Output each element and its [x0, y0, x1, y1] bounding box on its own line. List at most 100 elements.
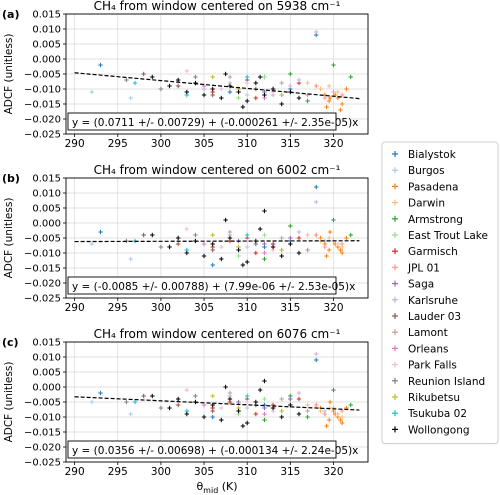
- data-point-bialystok: [210, 262, 215, 268]
- data-point-park-falls: [184, 226, 189, 232]
- data-point-jpl-01: [322, 95, 328, 101]
- fit-equation-text: y = (0.0711 +/- 0.00729) + (-0.000261 +/…: [72, 117, 358, 129]
- data-point-wollongong: [279, 253, 284, 259]
- legend-label: Garmisch: [408, 246, 458, 258]
- data-point-rikubetsu: [279, 408, 284, 414]
- data-point-burgos: [89, 241, 95, 247]
- data-point-wollongong: [219, 256, 224, 262]
- y-tick-label: −0.025: [24, 458, 61, 469]
- legend-item: Saga: [392, 279, 434, 291]
- data-point-wollongong: [219, 417, 224, 423]
- legend-label: Rikubetsu: [408, 392, 460, 404]
- y-tick-label: −0.015: [24, 264, 61, 275]
- panel-label: (b): [2, 172, 20, 185]
- data-point-darwin: [305, 80, 310, 86]
- data-point-jpl-01: [339, 92, 345, 98]
- data-point-lamont: [279, 80, 284, 86]
- fit-equation: y = (0.0711 +/- 0.00729) + (-0.000261 +/…: [67, 112, 358, 131]
- data-point-rikubetsu: [210, 232, 215, 238]
- legend-label: Karlsruhe: [408, 295, 458, 307]
- data-point-wollongong: [201, 414, 207, 420]
- data-point-lauder-03: [175, 241, 181, 247]
- data-point-pasadena: [338, 417, 343, 423]
- data-point-wollongong: [288, 402, 293, 408]
- panel-1: 290 295 300 305 310 315 320 0.015 0.010 0.005 0.00…: [2, 0, 369, 150]
- x-axis-label: θmid (K): [196, 480, 237, 495]
- x-tick-label: 320: [323, 138, 343, 150]
- data-point-armstrong: [348, 232, 353, 238]
- data-point-wollongong: [240, 262, 246, 268]
- x-tick-label: 315: [280, 138, 300, 150]
- data-point-karlsruhe: [296, 390, 302, 396]
- data-point-reunion-island: [158, 405, 164, 411]
- legend-label: Park Falls: [408, 360, 457, 372]
- panel-label: (a): [2, 8, 19, 21]
- fit-line: [74, 240, 360, 243]
- x-tick-label: 310: [237, 302, 257, 314]
- data-point-reunion-island: [158, 86, 164, 92]
- data-point-karlsruhe: [314, 199, 319, 205]
- data-point-jpl-01: [314, 83, 319, 89]
- x-tick-label: 310: [237, 138, 257, 150]
- x-tick-label: 300: [151, 138, 171, 150]
- data-point-wollongong: [223, 384, 228, 390]
- data-point-lamont: [227, 390, 233, 396]
- data-point-saga: [288, 235, 293, 241]
- y-axis-label: ADCF (unitless): [3, 362, 15, 443]
- data-point-wollongong: [210, 241, 215, 247]
- data-point-garmisch: [296, 396, 302, 402]
- data-point-bialystok: [314, 357, 319, 363]
- data-point-lamont: [227, 74, 233, 80]
- data-point-bialystok: [98, 390, 103, 396]
- data-point-armstrong: [305, 414, 310, 420]
- data-point-tsukuba-02: [245, 393, 250, 399]
- legend: Bialystok Burgos Pasadena Darwin Armstrong Ea…: [381, 141, 499, 445]
- fit-equation: y = (0.0356 +/- 0.00698) + (-0.000134 +/…: [67, 440, 358, 459]
- y-tick-label: −0.005: [24, 70, 61, 81]
- data-point-orleans: [262, 411, 267, 417]
- chart-title: CH₄ from window centered on 5938 cm⁻¹: [94, 0, 341, 13]
- legend-item: Orleans: [392, 343, 449, 355]
- data-point-park-falls: [245, 80, 250, 86]
- fit-equation-text: y = (0.0356 +/- 0.00698) + (-0.000134 +/…: [72, 445, 358, 457]
- data-point-burgos: [245, 244, 250, 250]
- x-tick-label: 315: [280, 466, 300, 478]
- data-point-wollongong: [227, 83, 233, 89]
- data-point-jpl-01: [314, 232, 319, 238]
- data-point-lamont: [279, 396, 284, 402]
- panel-3: 290 295 300 305 310 315 320 0.015 0.010 0.005 0.00…: [2, 327, 369, 495]
- data-point-saga: [288, 396, 293, 402]
- legend-box: [381, 141, 499, 445]
- data-point-lamont: [279, 235, 284, 241]
- y-tick-label: −0.015: [24, 100, 61, 111]
- data-point-lauder-03: [210, 408, 215, 414]
- data-point-jpl-01: [331, 89, 336, 95]
- legend-label: Armstrong: [408, 214, 463, 226]
- data-point-wollongong: [245, 259, 250, 265]
- data-point-park-falls: [184, 387, 189, 393]
- legend-label: JPL 01: [407, 262, 440, 274]
- data-point-lamont: [305, 408, 310, 414]
- data-point-darwin: [318, 408, 323, 414]
- data-point-armstrong: [262, 256, 267, 262]
- y-tick-label: −0.005: [24, 398, 61, 409]
- legend-label: Lauder 03: [408, 311, 461, 323]
- data-point-darwin: [305, 402, 310, 408]
- y-tick-label: 0.010: [32, 25, 61, 36]
- data-point-park-falls: [288, 83, 293, 89]
- data-point-wollongong: [279, 101, 284, 107]
- data-point-wollongong: [227, 235, 233, 241]
- legend-label: Tsukuba 02: [407, 408, 467, 420]
- x-tick-label: 295: [108, 138, 128, 150]
- legend-item: Armstrong: [392, 214, 463, 226]
- data-point-lauder-03: [141, 393, 146, 399]
- data-point-lamont: [305, 247, 310, 253]
- data-point-saga: [262, 405, 267, 411]
- data-point-burgos: [245, 92, 250, 98]
- data-point-wollongong: [262, 208, 267, 214]
- data-point-jpl-01: [314, 402, 319, 408]
- data-point-pasadena: [324, 253, 329, 259]
- data-point-park-falls: [245, 399, 250, 405]
- data-point-lamont: [227, 229, 233, 235]
- data-point-wollongong: [223, 217, 228, 223]
